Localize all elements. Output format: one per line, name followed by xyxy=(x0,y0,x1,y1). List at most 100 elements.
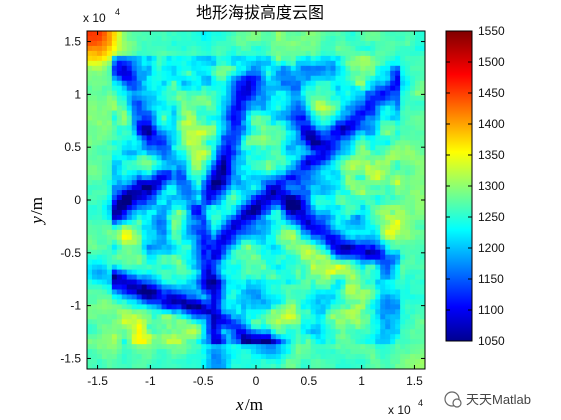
heatmap-cell xyxy=(126,175,133,181)
heatmap-cell xyxy=(111,40,118,47)
heatmap-cell xyxy=(410,145,416,151)
heatmap-cell xyxy=(251,45,257,52)
heatmap-cell xyxy=(315,274,322,281)
heatmap-cell xyxy=(206,75,212,82)
heatmap-cell xyxy=(241,155,247,161)
heatmap-cell xyxy=(206,329,212,335)
heatmap-cell xyxy=(305,90,312,97)
heatmap-cell xyxy=(96,50,103,57)
heatmap-cell xyxy=(96,90,103,97)
heatmap-cell xyxy=(191,324,197,330)
heatmap-cell xyxy=(340,214,347,221)
heatmap-cell xyxy=(171,249,178,256)
heatmap-cell xyxy=(335,319,342,325)
heatmap-cell xyxy=(355,334,361,340)
heatmap-cell xyxy=(231,349,237,355)
heatmap-cell xyxy=(335,160,342,166)
heatmap-cell xyxy=(181,329,188,335)
heatmap-cell xyxy=(206,175,212,181)
heatmap-cell xyxy=(176,50,183,57)
heatmap-cell xyxy=(96,115,103,122)
heatmap-cell xyxy=(91,40,98,47)
heatmap-cell xyxy=(335,274,342,281)
heatmap-cell xyxy=(206,299,212,305)
heatmap-cell xyxy=(196,150,202,156)
heatmap-cell xyxy=(305,314,312,320)
heatmap-cell xyxy=(410,314,416,320)
heatmap-cell xyxy=(171,234,178,241)
heatmap-cell xyxy=(280,319,287,325)
heatmap-cell xyxy=(201,200,207,206)
heatmap-cell xyxy=(315,304,322,310)
heatmap-cell xyxy=(206,150,212,156)
heatmap-cell xyxy=(131,185,138,191)
heatmap-cell xyxy=(151,65,158,72)
heatmap-cell xyxy=(265,284,272,291)
heatmap-cell xyxy=(256,324,262,330)
heatmap-cell xyxy=(206,70,212,77)
heatmap-cell xyxy=(290,309,297,315)
heatmap-cell xyxy=(246,204,252,211)
heatmap-cell xyxy=(265,170,272,176)
heatmap-cell xyxy=(290,120,297,127)
heatmap-cell xyxy=(216,110,222,117)
heatmap-cell xyxy=(395,294,401,301)
heatmap-cell xyxy=(136,170,143,176)
heatmap-cell xyxy=(370,160,376,166)
heatmap-cell xyxy=(415,224,421,231)
heatmap-cell xyxy=(221,304,227,310)
heatmap-cell xyxy=(370,100,376,107)
heatmap-cell xyxy=(375,80,381,87)
heatmap-cell xyxy=(415,264,421,271)
heatmap-cell xyxy=(206,284,212,291)
heatmap-cell xyxy=(156,140,163,146)
heatmap-cell xyxy=(350,140,357,146)
heatmap-cell xyxy=(146,55,153,62)
heatmap-cell xyxy=(161,329,168,335)
heatmap-cell xyxy=(370,259,376,266)
heatmap-cell xyxy=(166,279,173,286)
heatmap-cell xyxy=(325,60,332,67)
heatmap-cell xyxy=(121,329,128,335)
heatmap-cell xyxy=(171,279,178,286)
heatmap-cell xyxy=(350,229,357,236)
heatmap-cell xyxy=(345,85,352,92)
heatmap-cell xyxy=(181,160,188,166)
heatmap-cell xyxy=(251,219,257,226)
heatmap-cell xyxy=(251,319,257,325)
heatmap-cell xyxy=(340,35,347,42)
heatmap-cell xyxy=(121,349,128,355)
heatmap-cell xyxy=(141,165,148,171)
heatmap-cell xyxy=(246,309,252,315)
heatmap-cell xyxy=(231,359,237,365)
heatmap-cell xyxy=(101,359,108,365)
heatmap-cell xyxy=(350,334,357,340)
heatmap-cell xyxy=(330,130,337,136)
heatmap-cell xyxy=(246,314,252,320)
heatmap-cell xyxy=(106,150,113,156)
heatmap-cell xyxy=(400,304,406,310)
heatmap-cell xyxy=(355,324,361,330)
heatmap-cell xyxy=(320,70,327,77)
heatmap-cell xyxy=(126,249,133,256)
heatmap-cell xyxy=(176,264,183,271)
heatmap-cell xyxy=(260,31,267,37)
y-tick-label: -0.5 xyxy=(60,246,81,260)
heatmap-cell xyxy=(290,80,297,87)
heatmap-cell xyxy=(370,324,376,330)
heatmap-cell xyxy=(216,145,222,151)
heatmap-cell xyxy=(305,264,312,271)
heatmap-cell xyxy=(345,185,352,191)
heatmap-cell xyxy=(156,155,163,161)
heatmap-cell xyxy=(415,180,421,186)
heatmap-cell xyxy=(305,289,312,296)
heatmap-cell xyxy=(390,359,396,365)
heatmap-cell xyxy=(405,110,411,117)
heatmap-cell xyxy=(126,264,133,271)
heatmap-cell xyxy=(315,95,322,102)
heatmap-cell xyxy=(161,200,168,206)
heatmap-cell xyxy=(275,35,282,42)
heatmap-cell xyxy=(256,219,262,226)
heatmap-cell xyxy=(330,165,337,171)
heatmap-cell xyxy=(131,90,138,97)
